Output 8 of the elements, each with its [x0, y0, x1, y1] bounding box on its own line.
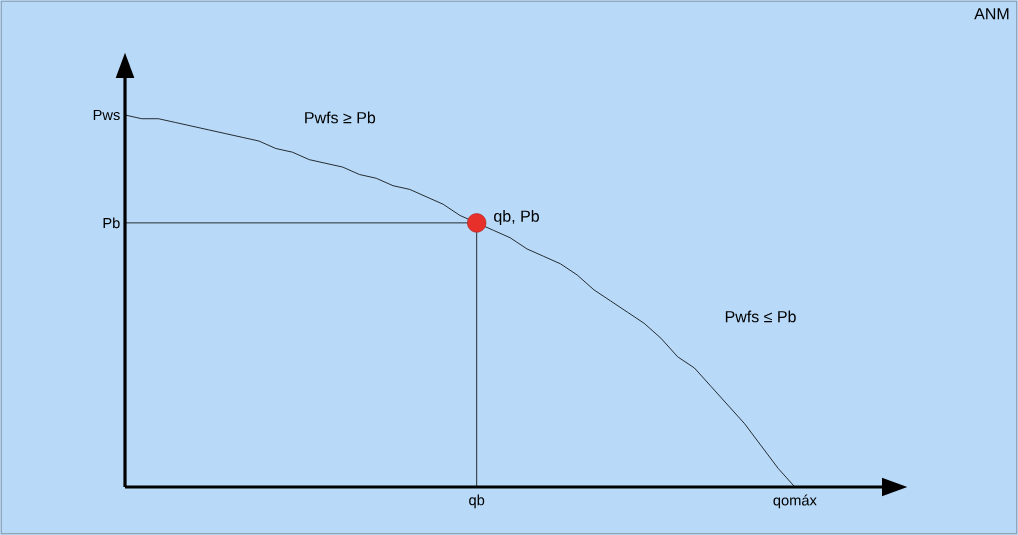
x-tick-label: qomáx	[773, 494, 817, 509]
annotation: Pwfs ≤ Pb	[725, 310, 796, 323]
annotation: Pws	[93, 109, 120, 121]
annotation: Pwfs ≥ Pb	[305, 111, 376, 124]
text: ANM	[974, 8, 1009, 20]
annotation: qb, Pb	[494, 210, 539, 226]
ref-line-label: Pb	[103, 217, 120, 229]
x-tick-label: qb	[469, 494, 485, 509]
